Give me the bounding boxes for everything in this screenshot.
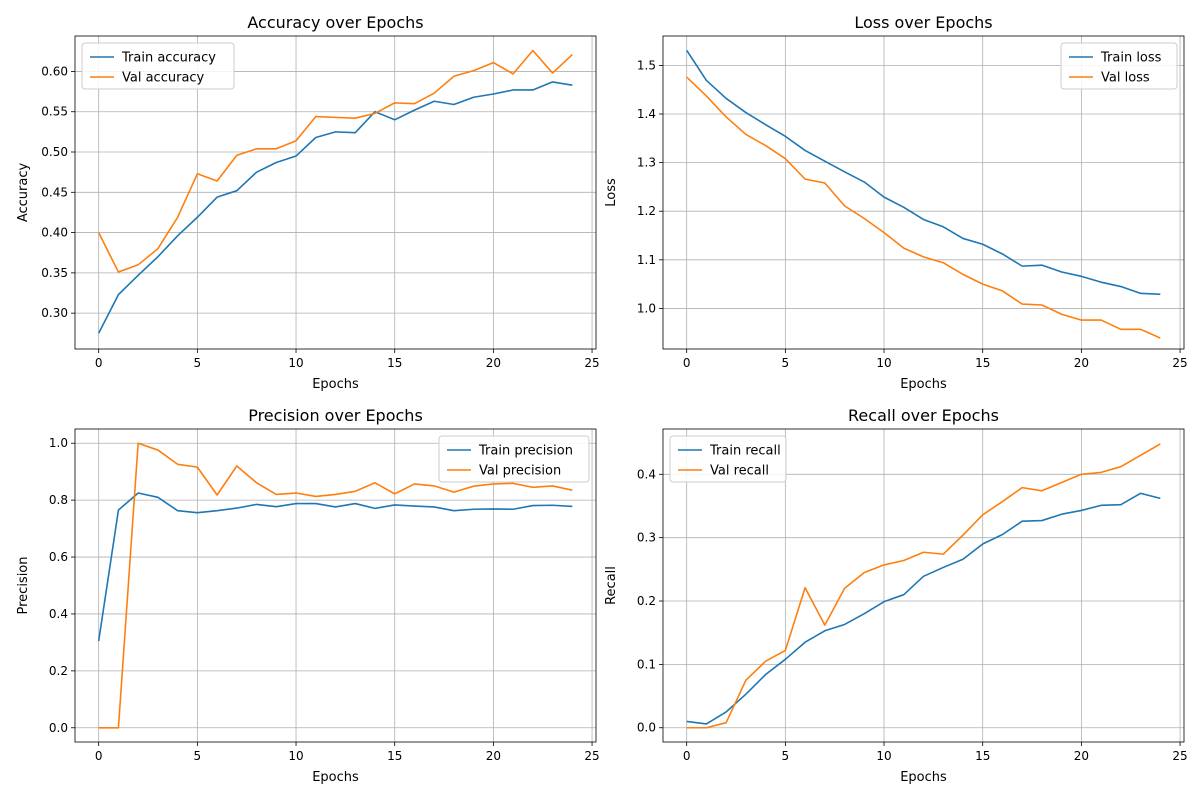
series-line (686, 76, 1161, 339)
legend: Train recall Val recall (669, 435, 787, 483)
y-tick-label: 0.35 (41, 266, 68, 280)
y-axis-label: Recall (604, 566, 619, 605)
x-tick-label: 0 (683, 356, 691, 370)
legend-label: Val loss (1101, 71, 1150, 86)
y-tick-label: 0.1 (637, 657, 656, 671)
y-tick-label: 0.45 (41, 185, 68, 199)
x-tick-label: 25 (584, 749, 599, 763)
x-tick-label: 0 (95, 356, 103, 370)
x-tick-label: 15 (975, 356, 990, 370)
legend-label: Val precision (479, 464, 561, 479)
chart-panel: 0 5 10 15 20 25 1.0 1.1 1.2 1.3 1.4 1.5 Loss over Ep… (604, 13, 1188, 392)
legend-label: Train recall (709, 444, 781, 459)
x-tick-label: 5 (782, 749, 790, 763)
x-tick-label: 15 (387, 356, 402, 370)
legend-label: Val recall (710, 464, 769, 479)
y-tick-label: 1.5 (637, 58, 656, 72)
y-tick-label: 0.6 (49, 550, 68, 564)
y-tick-label: 0.60 (41, 64, 68, 78)
series-line (97, 81, 573, 334)
chart-panel: 0 5 10 15 20 25 0.30 0.35 0.40 0.45 0.50 0.55 0.60 Ac… (16, 13, 600, 392)
y-tick-label: 0.3 (637, 531, 656, 545)
legend-label: Train precision (478, 444, 573, 459)
y-tick-label: 0.2 (637, 594, 656, 608)
legend-label: Train accuracy (121, 51, 216, 66)
chart-panel: 0 5 10 15 20 25 0.0 0.2 0.4 0.6 0.8 1.0 Precision ov… (16, 406, 600, 785)
axes-frame (74, 428, 597, 743)
x-tick-label: 10 (876, 356, 891, 370)
y-axis-label: Precision (16, 556, 31, 614)
chart-title: Precision over Epochs (248, 406, 423, 425)
y-tick-label: 1.0 (637, 301, 656, 315)
y-tick-label: 0.8 (49, 493, 68, 507)
y-tick-label: 0.2 (49, 664, 68, 678)
y-tick-label: 1.2 (637, 204, 656, 218)
x-tick-label: 10 (288, 356, 303, 370)
chart-title: Accuracy over Epochs (247, 13, 423, 32)
x-axis-label: Epochs (900, 770, 947, 785)
legend-label: Val accuracy (122, 71, 205, 86)
x-tick-label: 20 (1074, 749, 1089, 763)
x-tick-label: 15 (975, 749, 990, 763)
x-tick-label: 20 (1074, 356, 1089, 370)
x-tick-label: 20 (486, 749, 501, 763)
chart-title: Loss over Epochs (854, 13, 992, 32)
y-tick-label: 1.4 (637, 107, 656, 121)
x-tick-label: 5 (782, 356, 790, 370)
y-tick-label: 0.30 (41, 306, 68, 320)
x-tick-label: 25 (584, 356, 599, 370)
x-tick-label: 25 (1172, 356, 1187, 370)
x-tick-label: 0 (683, 749, 691, 763)
y-tick-label: 0.40 (41, 226, 68, 240)
series-line (97, 49, 573, 273)
x-tick-label: 5 (194, 749, 202, 763)
x-axis-label: Epochs (312, 770, 359, 785)
chart-panel: 0 5 10 15 20 25 0.0 0.1 0.2 0.3 0.4 Recall over Epo… (604, 406, 1188, 785)
x-tick-label: 20 (486, 356, 501, 370)
y-tick-label: 0.4 (49, 607, 68, 621)
y-tick-label: 0.55 (41, 105, 68, 119)
x-tick-label: 10 (876, 749, 891, 763)
y-axis-label: Accuracy (16, 163, 31, 223)
series-line (686, 49, 1161, 296)
legend: Train precision Val precision (438, 435, 590, 483)
legend-label: Train loss (1100, 51, 1162, 66)
x-tick-label: 25 (1172, 749, 1187, 763)
series-line (98, 442, 573, 729)
legend-box (81, 42, 235, 90)
y-tick-label: 1.1 (637, 253, 656, 267)
y-tick-label: 0.0 (637, 721, 656, 735)
legend: Train accuracy Val accuracy (81, 42, 235, 90)
series-line (686, 443, 1161, 729)
y-tick-label: 0.0 (49, 721, 68, 735)
y-axis-label: Loss (604, 178, 619, 207)
x-tick-label: 15 (387, 749, 402, 763)
chart-title: Recall over Epochs (848, 406, 999, 425)
x-tick-label: 5 (194, 356, 202, 370)
x-axis-label: Epochs (900, 377, 947, 392)
x-axis-label: Epochs (312, 377, 359, 392)
legend-box (438, 435, 590, 483)
axes-frame (662, 35, 1185, 350)
series-line (97, 492, 573, 642)
x-tick-label: 10 (288, 749, 303, 763)
series-line (686, 492, 1161, 725)
y-tick-label: 1.3 (637, 156, 656, 170)
legend: Train loss Val loss (1060, 42, 1178, 90)
y-tick-label: 1.0 (49, 436, 68, 450)
x-tick-label: 0 (95, 749, 103, 763)
y-tick-label: 0.50 (41, 145, 68, 159)
axes-frame (662, 428, 1185, 743)
y-tick-label: 0.4 (637, 467, 656, 481)
